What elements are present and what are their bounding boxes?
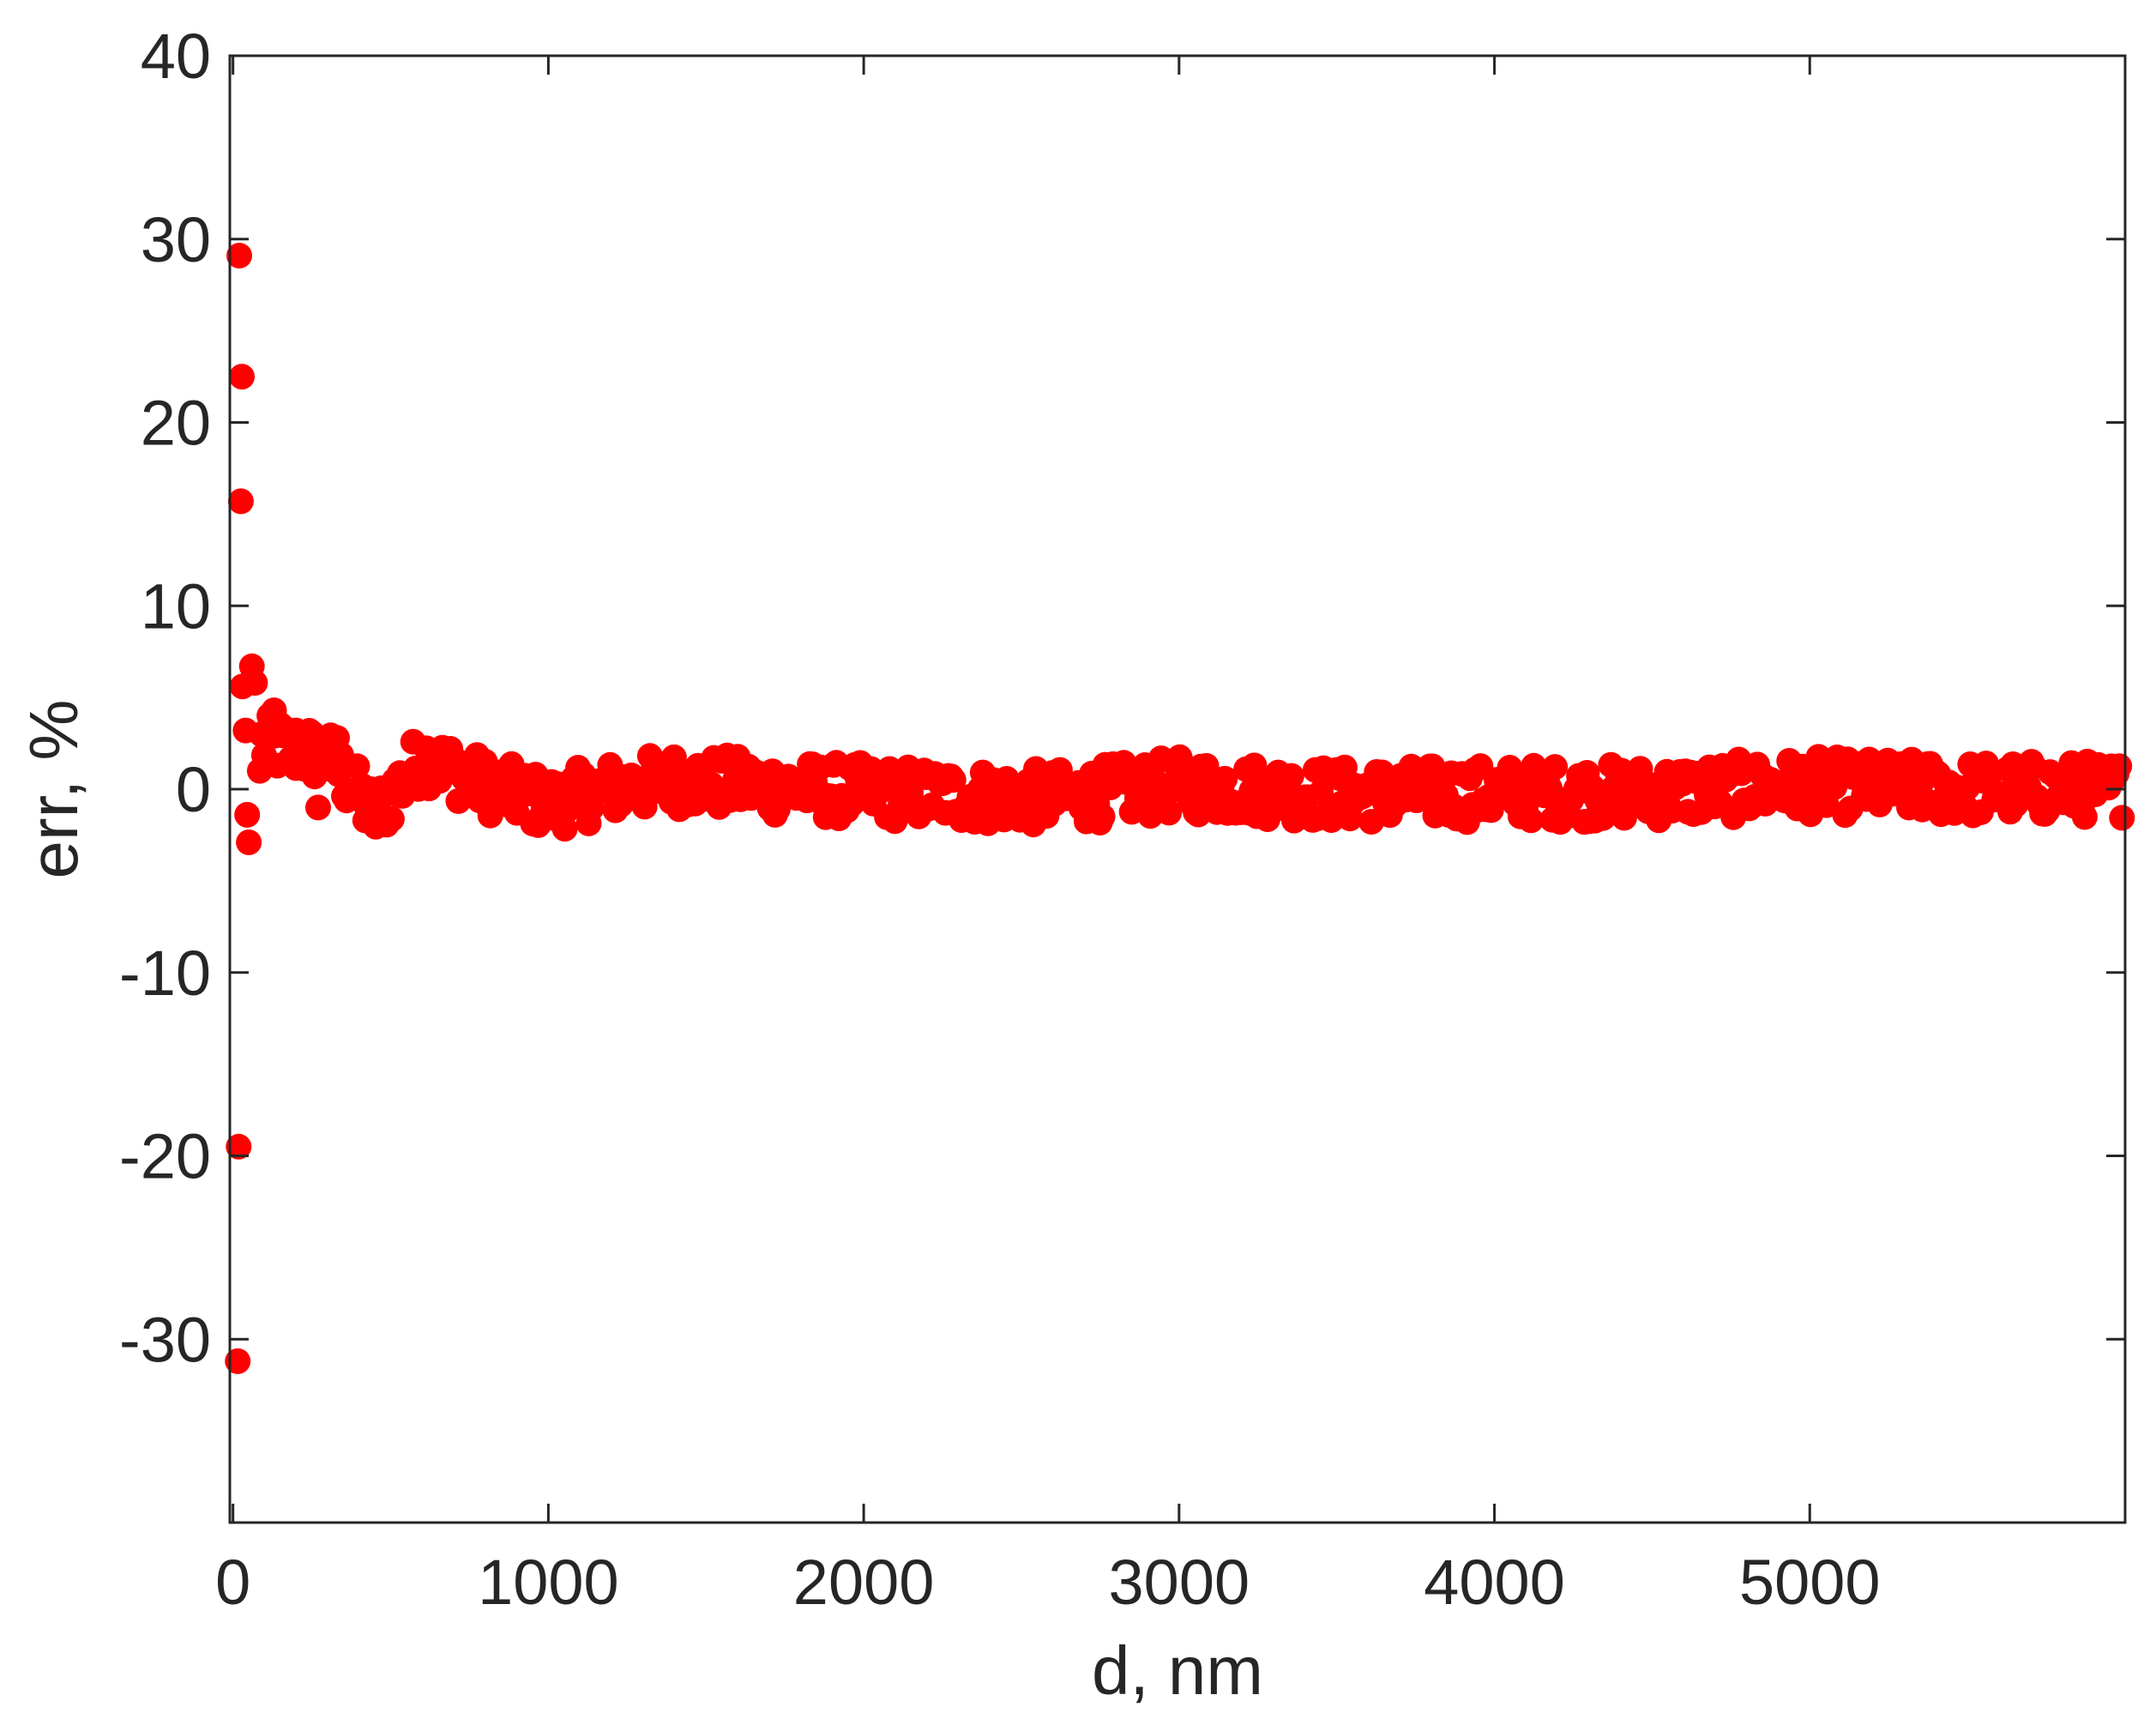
data-point <box>232 717 259 744</box>
data-point <box>236 829 262 855</box>
data-point <box>2071 804 2098 830</box>
data-point <box>1542 754 1569 781</box>
x-tick-label: 3000 <box>1109 1547 1250 1618</box>
x-tick-label: 1000 <box>478 1547 619 1618</box>
y-tick-label: 10 <box>141 570 211 642</box>
data-point <box>283 717 310 744</box>
data-point <box>631 793 658 820</box>
y-tick-label: 0 <box>176 754 211 825</box>
data-point <box>940 767 967 793</box>
x-tick-label: 4000 <box>1424 1547 1565 1618</box>
y-tick-label: 20 <box>141 388 211 459</box>
data-point <box>242 670 268 696</box>
y-tick-label: -10 <box>119 938 211 1009</box>
data-point <box>225 1348 251 1374</box>
data-point <box>261 697 287 724</box>
data-point <box>226 1133 252 1160</box>
data-point <box>1089 804 1116 829</box>
x-tick-label: 0 <box>215 1547 250 1618</box>
data-point <box>2109 805 2135 831</box>
y-tick-label: 30 <box>141 204 211 275</box>
y-tick-label: -30 <box>119 1304 211 1375</box>
data-point <box>234 801 261 828</box>
data-point <box>226 243 252 268</box>
x-axis-ticks: 0 1000 2000 3000 4000 5000 <box>215 56 1881 1618</box>
y-axis-label: err, % <box>15 700 92 879</box>
data-point <box>1212 765 1238 792</box>
data-point <box>305 794 331 821</box>
data-point <box>1156 799 1183 826</box>
data-point <box>246 757 273 784</box>
data-point <box>227 488 254 515</box>
y-tick-label: -20 <box>119 1121 211 1192</box>
data-point <box>551 816 578 842</box>
data-point <box>229 364 255 390</box>
data-point <box>1518 807 1545 834</box>
y-tick-label: 40 <box>141 21 211 92</box>
data-point <box>324 725 350 751</box>
data-point <box>1278 763 1304 789</box>
x-tick-label: 5000 <box>1739 1547 1881 1618</box>
data-point <box>344 753 370 780</box>
y-axis-ticks: -30 -20 -10 0 10 20 30 40 <box>119 21 2125 1375</box>
x-tick-label: 2000 <box>793 1547 935 1618</box>
data-point <box>378 805 405 832</box>
x-axis-label: d, nm <box>1092 1632 1263 1709</box>
data-markers <box>225 243 2135 1374</box>
data-point <box>2106 753 2133 780</box>
